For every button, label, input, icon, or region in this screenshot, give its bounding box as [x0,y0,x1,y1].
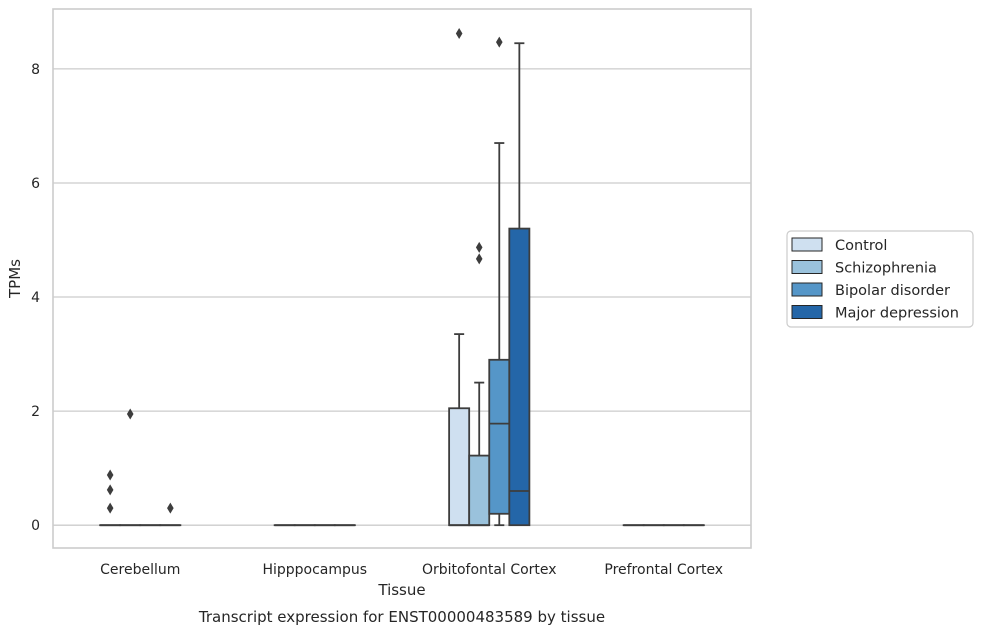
y-tick-label: 0 [31,518,40,534]
legend-swatch [791,260,823,274]
box [468,454,491,527]
plot-area-boxes [99,28,705,527]
chart-caption: Transcript expression for ENST0000048358… [198,608,605,626]
box-group [159,502,182,527]
x-tick-label: Prefrontal Cortex [604,562,723,578]
legend-label: Control [835,238,887,254]
y-tick-label: 2 [31,404,40,420]
outlier-point [475,241,483,253]
x-axis-label: Tissue [377,581,425,599]
box-group [448,28,471,527]
legend: Control Schizophrenia Bipolar disorder Majo… [786,230,974,328]
legend-label: Bipolar disorder [835,283,950,299]
y-tick-label: 4 [31,290,40,306]
legend-box [786,230,974,328]
box-group [468,241,491,527]
box-group [99,469,122,527]
box-group [119,408,142,527]
y-axis-ticks: 0 2 4 6 8 [31,62,40,534]
box-group [508,42,531,527]
outlier-point [106,484,114,496]
plot-frame [52,8,752,549]
x-tick-label: Cerebellum [100,562,180,578]
box-group [488,36,511,527]
legend-label: Schizophrenia [835,261,937,277]
x-tick-label: Orbitofontal Cortex [422,562,557,578]
y-tick-label: 8 [31,62,40,78]
y-tick-label: 6 [31,176,40,192]
x-axis-ticks: Cerebellum Hipppocampus Orbitofontal Corte… [100,562,723,578]
outlier-point [106,502,114,514]
outlier-point [495,36,503,48]
box [508,227,531,527]
legend-swatch [791,282,823,297]
y-axis-label: TPMs [6,259,24,299]
outlier-point [475,253,483,265]
outlier-point [167,502,174,514]
legend-swatch [791,237,823,252]
legend-label: Major depression [835,306,959,322]
outlier-point [126,408,134,420]
x-tick-label: Hipppocampus [262,562,367,578]
box [448,407,471,527]
legend-swatch [791,305,823,319]
outlier-point [455,28,463,40]
box [488,358,511,515]
outlier-point [106,469,114,481]
gridlines [53,68,751,526]
